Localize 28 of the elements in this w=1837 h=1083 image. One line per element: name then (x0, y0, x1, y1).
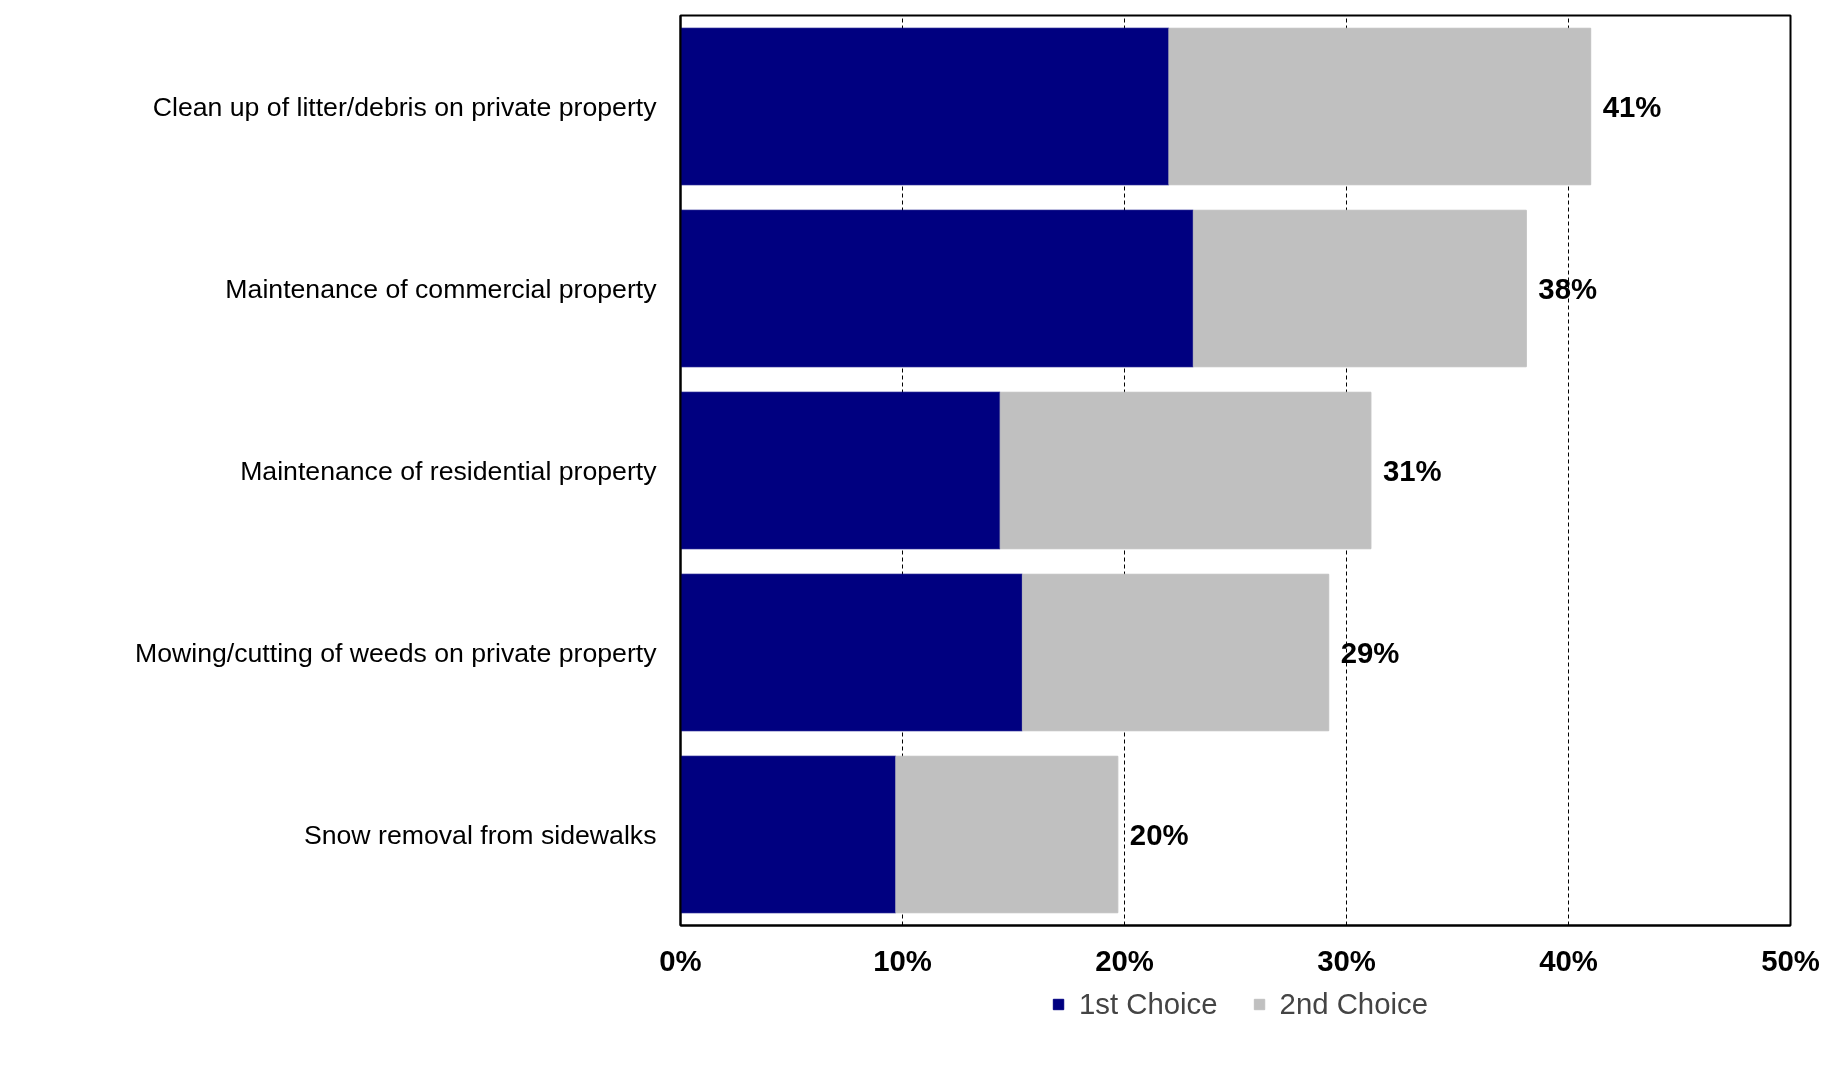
bar (680, 391, 1001, 550)
bar (680, 755, 897, 914)
bar (895, 755, 1119, 914)
bar (680, 573, 1023, 732)
bar (680, 27, 1170, 186)
bar (1168, 27, 1592, 186)
x-tick-label: 30% (1317, 943, 1376, 977)
y-tick-label: Mowing/cutting of weeds on private property (134, 637, 658, 668)
x-tick-label: 40% (1539, 943, 1598, 977)
y-tick-label: Clean up of litter/debris on private property (152, 91, 658, 122)
bar (1021, 573, 1330, 732)
total-label: 41% (1602, 90, 1662, 123)
y-tick-label: Snow removal from sidewalks (303, 819, 657, 850)
bar (680, 209, 1194, 368)
y-tick-label: Maintenance of residential property (240, 455, 658, 486)
total-label: 38% (1538, 272, 1598, 305)
legend-label: 2nd Choice (1279, 987, 1428, 1021)
legend-label: 1st Choice (1079, 987, 1218, 1021)
x-tick-label: 0% (659, 943, 702, 977)
x-tick-label: 50% (1761, 943, 1820, 977)
total-label: 20% (1129, 818, 1189, 851)
bar (999, 391, 1372, 550)
x-tick-label: 10% (873, 943, 932, 977)
x-tick-label: 20% (1095, 943, 1154, 977)
bar (1192, 209, 1527, 368)
total-label: 29% (1340, 636, 1400, 669)
y-tick-label: Maintenance of commercial property (225, 273, 658, 304)
total-label: 31% (1382, 454, 1442, 487)
